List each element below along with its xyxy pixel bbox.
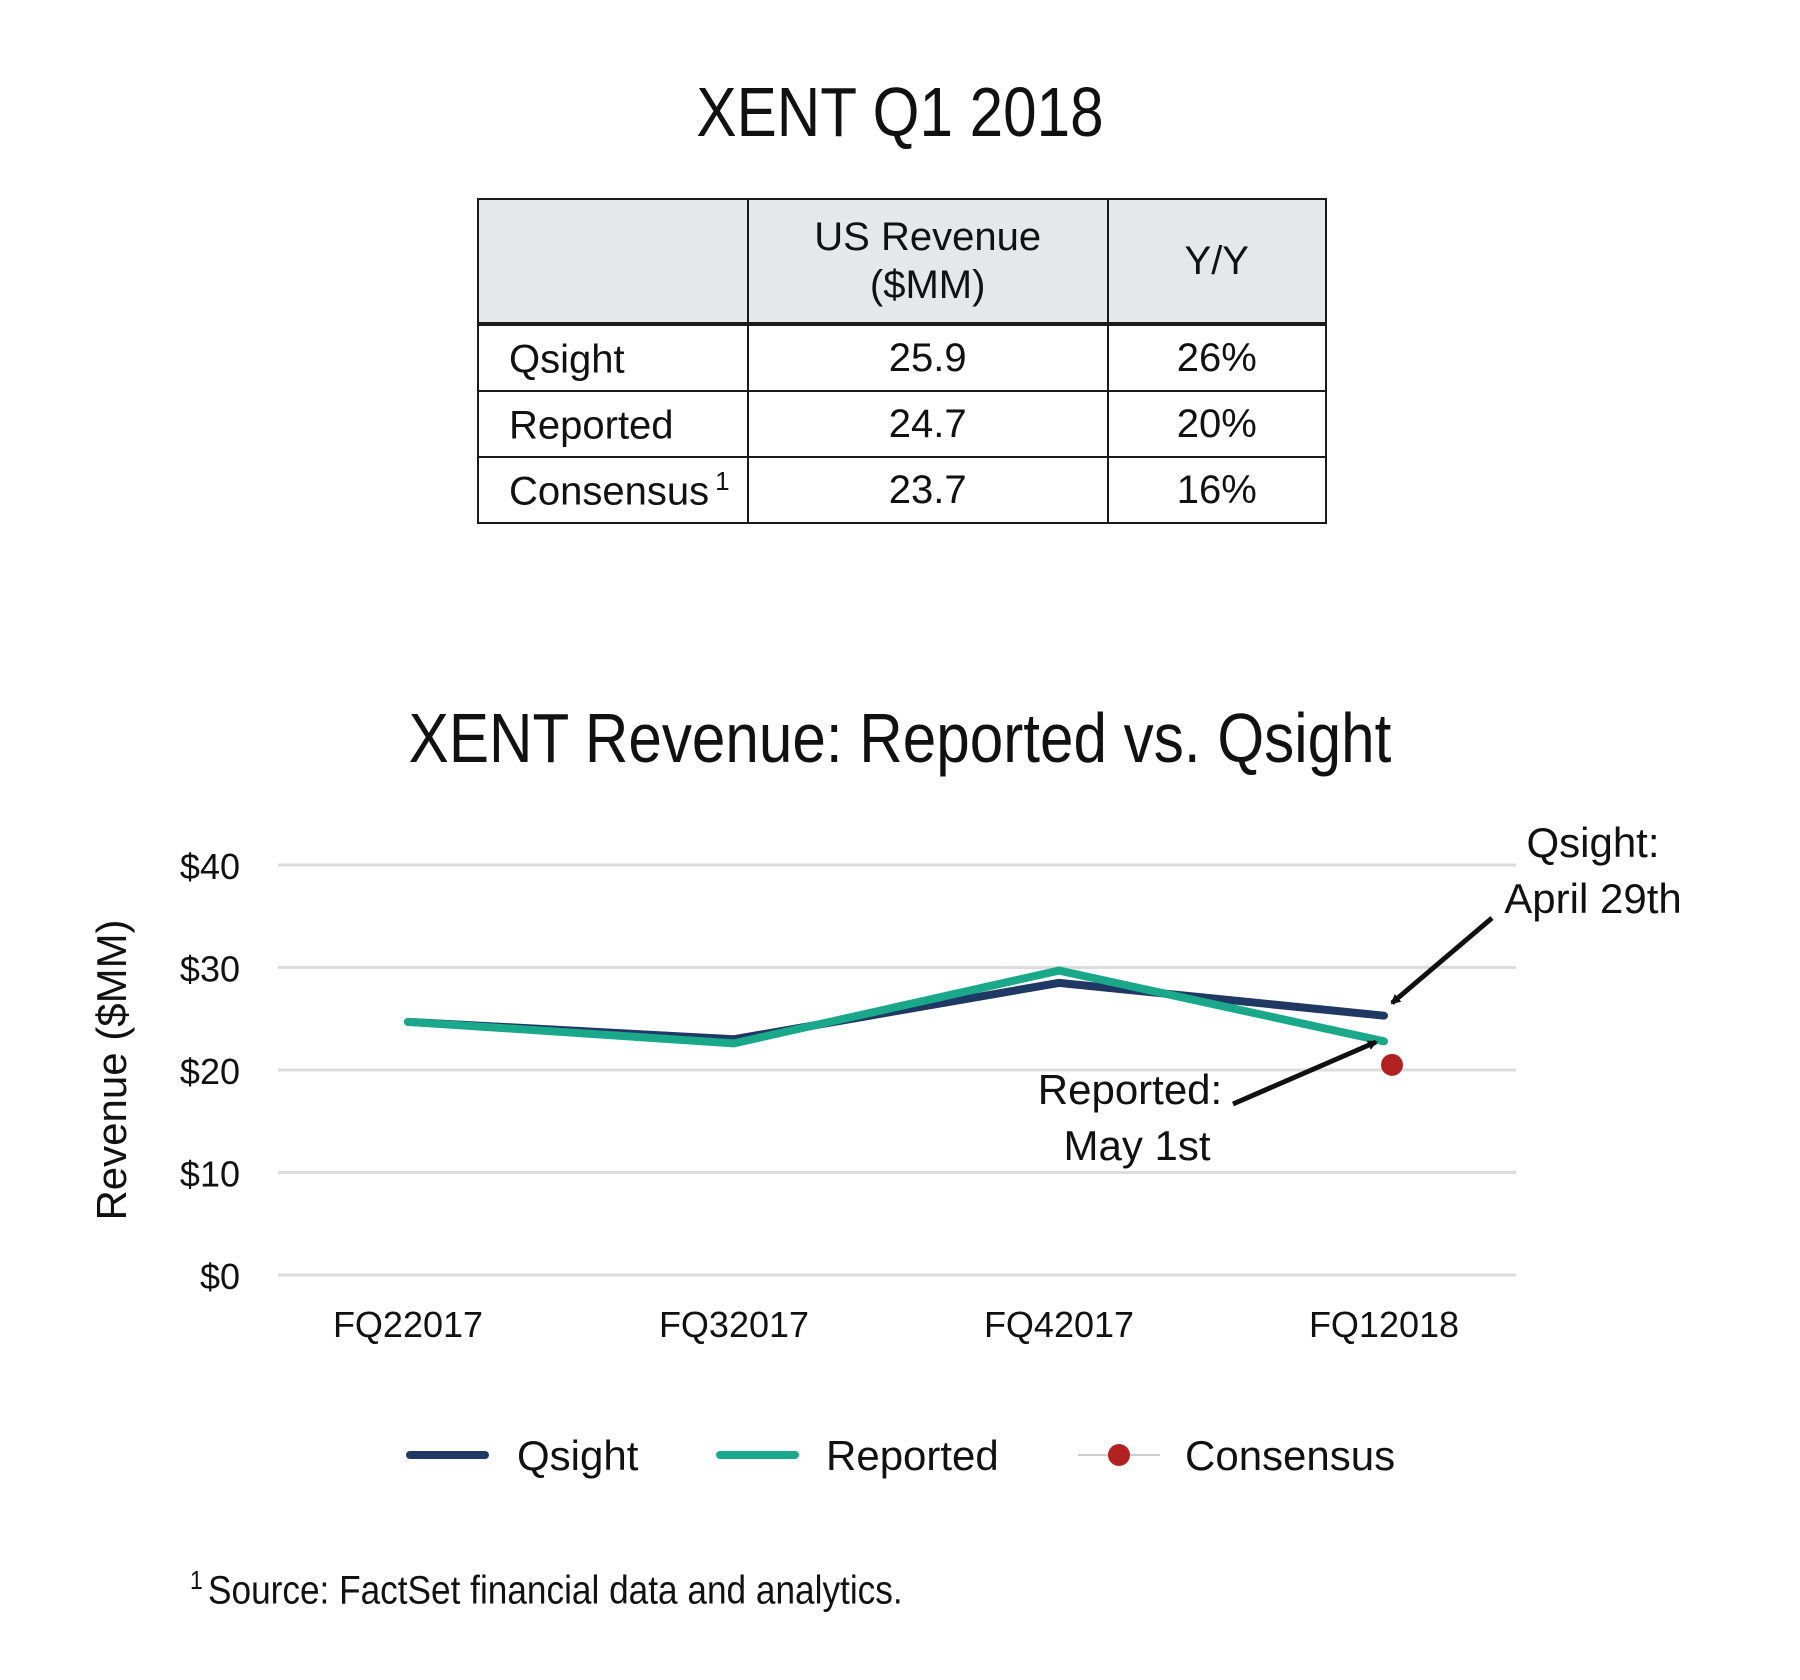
annotation-reported-arrow [1232, 1039, 1378, 1107]
legend-swatch-consensus-point [1108, 1444, 1130, 1466]
y-tick-label: $20 [180, 1051, 240, 1092]
footnote-text: Source: FactSet financial data and analy… [208, 1568, 903, 1613]
annotation-qsight-arrow [1390, 916, 1494, 1005]
table-header-row: US Revenue ($MM) Y/Y [477, 198, 1328, 326]
x-tick-label: FQ12018 [1309, 1304, 1459, 1345]
table-header-yy: Y/Y [1106, 198, 1328, 326]
y-tick-label: $0 [200, 1256, 240, 1297]
y-tick-label: $10 [180, 1154, 240, 1195]
footnote: 1 Source: FactSet financial data and anal… [190, 1565, 903, 1613]
footnote-marker: 1 [190, 1565, 203, 1595]
y-axis-label: Revenue ($MM) [88, 919, 135, 1220]
table-row: Qsight 25.9 26% [477, 323, 1328, 392]
row-revenue: 24.7 [746, 390, 1109, 458]
y-tick-label: $30 [180, 949, 240, 990]
row-label: Reported [477, 390, 749, 458]
y-tick-label: $40 [180, 846, 240, 887]
table-header-revenue-line1: US Revenue [814, 215, 1042, 259]
annotation-qsight-line2: April 29th [1504, 875, 1681, 922]
row-marker: 1 [715, 465, 730, 496]
annotation-qsight-line1: Qsight: [1526, 819, 1659, 866]
grid-layer: $0 $10 $20 $30 $40 FQ22017 FQ32017 FQ42017 FQ120… [180, 846, 1516, 1345]
table-row: Consensus 1 23.7 16% [477, 456, 1328, 524]
legend-label-qsight: Qsight [517, 1432, 639, 1479]
annotation-reported-line1: Reported: [1038, 1066, 1222, 1113]
x-tick-label: FQ22017 [333, 1304, 483, 1345]
annotation-layer: Qsight: April 29th Reported: May 1st [1038, 819, 1682, 1169]
row-revenue: 23.7 [746, 456, 1109, 524]
summary-table: US Revenue ($MM) Y/Y Qsight 25.9 26% Rep… [477, 198, 1328, 524]
table-row: Reported 24.7 20% [477, 390, 1328, 458]
x-tick-label: FQ32017 [659, 1304, 809, 1345]
x-tick-label: FQ42017 [984, 1304, 1134, 1345]
row-label: Consensus 1 [477, 456, 749, 524]
row-label-text: Reported [509, 403, 674, 448]
legend: Qsight Reported Consensus [406, 1432, 1395, 1479]
series-line-reported [404, 966, 1388, 1048]
row-yy: 20% [1106, 390, 1328, 458]
row-label-text: Consensus [509, 469, 710, 514]
consensus-point [1381, 1053, 1403, 1076]
row-revenue: 25.9 [746, 323, 1109, 392]
row-label-text: Qsight [509, 337, 625, 382]
table-title: XENT Q1 2018 [696, 73, 1104, 151]
table-header-empty [477, 198, 749, 326]
row-yy: 26% [1106, 323, 1328, 392]
row-yy: 16% [1106, 456, 1328, 524]
chart-title: XENT Revenue: Reported vs. Qsight [408, 699, 1392, 777]
series-layer [404, 966, 1403, 1076]
legend-label-reported: Reported [826, 1432, 999, 1479]
annotation-reported-line2: May 1st [1063, 1122, 1210, 1169]
row-label: Qsight [477, 323, 749, 392]
table-header-revenue: US Revenue ($MM) [746, 198, 1109, 326]
table-header-revenue-line2: ($MM) [869, 263, 986, 307]
legend-label-consensus: Consensus [1185, 1432, 1395, 1479]
